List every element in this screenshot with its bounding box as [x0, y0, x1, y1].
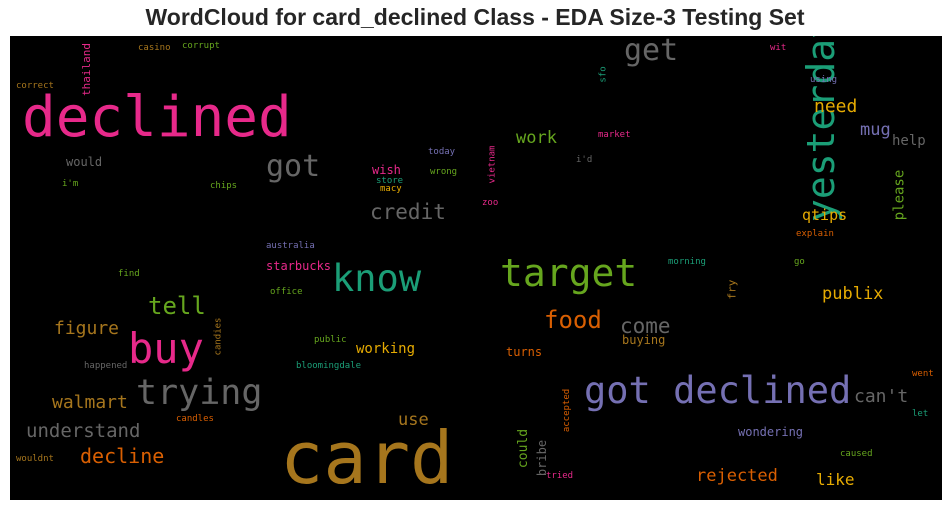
word-fry: fry — [725, 279, 739, 300]
word-buy: buy — [128, 324, 204, 373]
word-get: get — [624, 36, 679, 68]
word-mug: mug — [860, 120, 891, 140]
word-explain: explain — [796, 229, 834, 239]
word-can-t: can't — [854, 386, 909, 407]
word-went: went — [912, 369, 934, 379]
word-office: office — [270, 287, 303, 297]
word-accepted: accepted — [562, 388, 573, 433]
word-rejected: rejected — [696, 466, 778, 486]
word-use: use — [398, 410, 429, 430]
word-zoo: zoo — [482, 198, 499, 208]
word-got-declined: got declined — [584, 369, 852, 412]
word-bloomingdale: bloomingdale — [296, 361, 362, 371]
word-wondering: wondering — [738, 425, 804, 439]
word-come: come — [620, 314, 671, 338]
word-like: like — [816, 470, 855, 489]
word-morning: morning — [668, 257, 706, 267]
wordcloud-canvas: card declined got declined yesterday target k… — [10, 36, 942, 500]
word-vietnam: vietnam — [487, 145, 498, 184]
word-understand: understand — [26, 420, 141, 442]
word-thailand: thailand — [79, 43, 93, 96]
word-credit: credit — [370, 200, 446, 224]
word-starbucks: starbucks — [266, 259, 332, 273]
word-market: market — [598, 130, 631, 140]
word-walmart: walmart — [52, 392, 128, 413]
word-decline: decline — [80, 444, 165, 468]
word-i-m: i'm — [62, 179, 79, 189]
word-let: let — [912, 409, 929, 419]
word-yesterday: yesterday — [798, 36, 843, 222]
word-could: could — [516, 428, 532, 469]
word-candles: candles — [176, 414, 214, 424]
word-corrupt: corrupt — [182, 41, 220, 51]
word-happened: happened — [84, 361, 128, 371]
word-today: today — [428, 147, 456, 157]
word-chips: chips — [210, 181, 238, 191]
word-wrong: wrong — [430, 167, 458, 177]
word-declined: declined — [22, 85, 292, 150]
word-using: using — [810, 75, 838, 85]
word-go: go — [794, 257, 805, 267]
word-know: know — [332, 257, 422, 300]
word-turns: turns — [506, 345, 543, 359]
word-publix: publix — [822, 284, 884, 304]
word-help: help — [892, 133, 926, 149]
word-wouldnt: wouldnt — [16, 454, 54, 464]
word-candies: candies — [213, 317, 224, 356]
word-figure: figure — [54, 318, 120, 339]
word-caused: caused — [840, 449, 873, 459]
word-macy: macy — [380, 184, 402, 194]
word-i-d: i'd — [576, 155, 593, 165]
word-working: working — [356, 341, 416, 357]
word-target: target — [500, 251, 638, 295]
word-qtips: qtips — [802, 206, 848, 224]
word-tell: tell — [148, 292, 206, 320]
chart-title: WordCloud for card_declined Class - EDA … — [145, 4, 805, 30]
word-tried: tried — [546, 471, 574, 481]
word-please: please — [891, 169, 908, 221]
word-sfo: sfo — [598, 66, 609, 83]
word-correct: correct — [16, 81, 54, 91]
word-store: store — [376, 176, 404, 186]
word-got: got — [266, 149, 321, 184]
word-need: need — [814, 96, 858, 117]
word-card: card — [280, 416, 454, 500]
word-wit: wit — [770, 43, 787, 53]
word-work: work — [516, 128, 557, 148]
word-wish: wish — [372, 163, 401, 177]
word-find: find — [118, 269, 140, 279]
word-food: food — [544, 306, 602, 334]
word-public: public — [314, 335, 347, 345]
word-casino: casino — [138, 43, 171, 53]
word-australia: australia — [266, 241, 315, 251]
word-buying: buying — [622, 333, 666, 347]
word-trying: trying — [136, 373, 263, 413]
word-would: would — [66, 155, 103, 169]
